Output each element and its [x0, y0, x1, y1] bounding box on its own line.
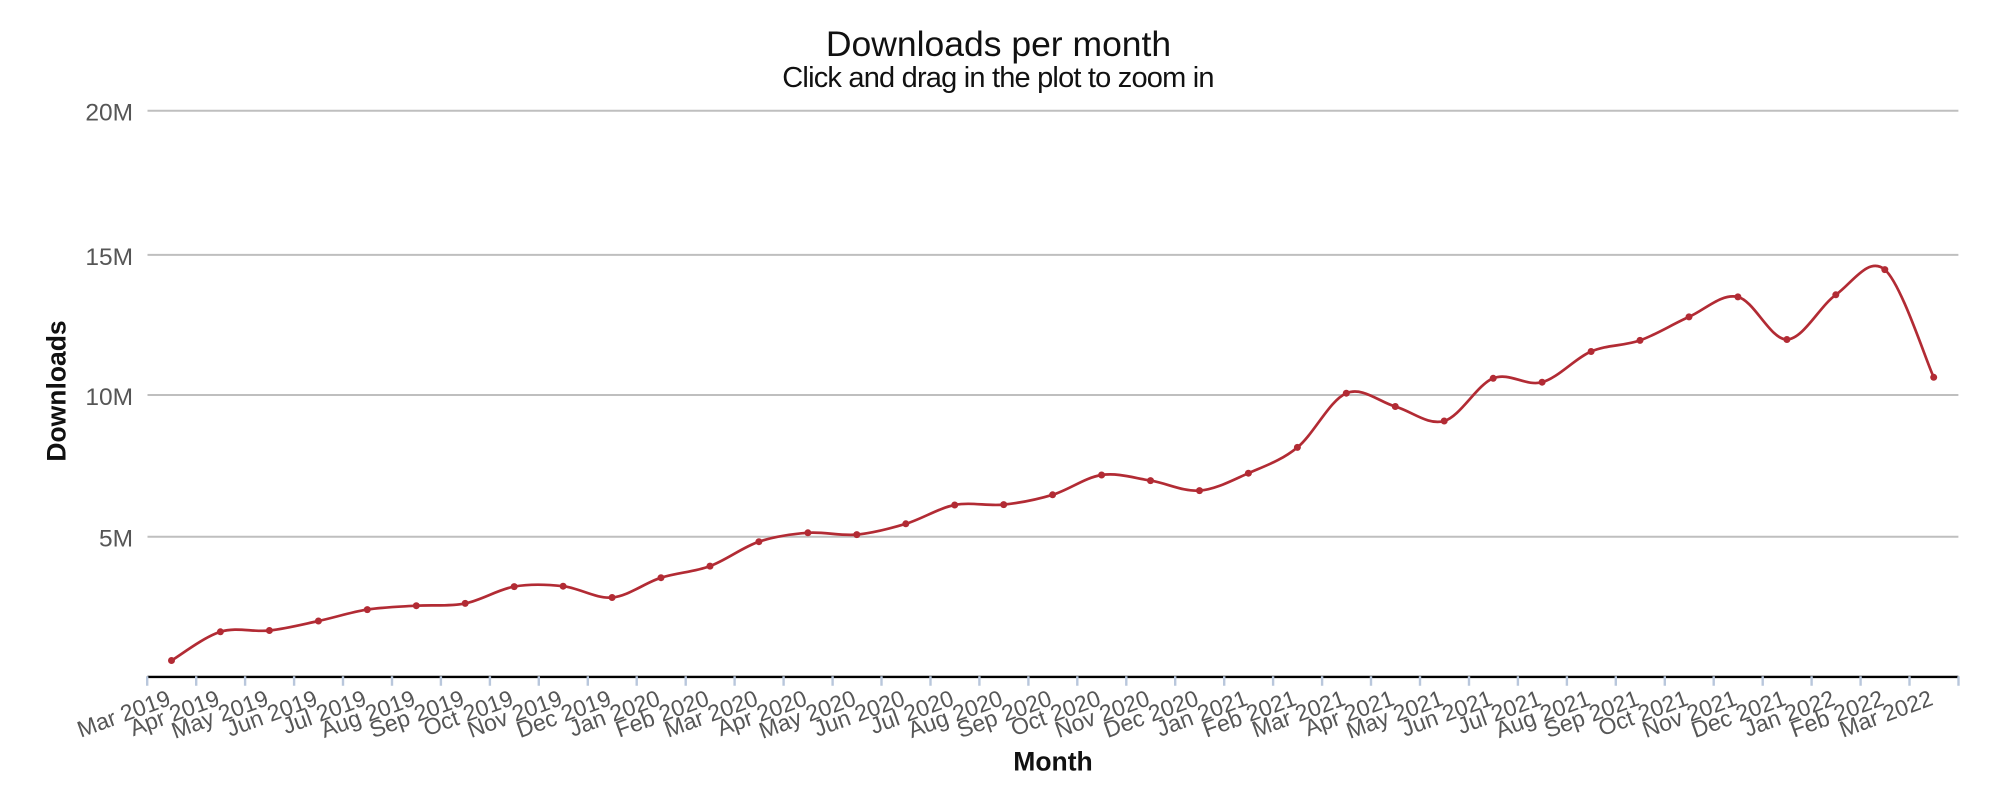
svg-text:Downloads per month: Downloads per month — [826, 24, 1171, 64]
svg-text:15M: 15M — [85, 244, 133, 271]
svg-text:5M: 5M — [99, 526, 133, 553]
svg-text:20M: 20M — [85, 100, 133, 127]
svg-text:10M: 10M — [85, 384, 133, 411]
svg-text:Click and drag in the plot to: Click and drag in the plot to zoom in — [782, 62, 1213, 94]
svg-text:Downloads: Downloads — [42, 320, 72, 461]
svg-text:Month: Month — [1013, 746, 1092, 776]
